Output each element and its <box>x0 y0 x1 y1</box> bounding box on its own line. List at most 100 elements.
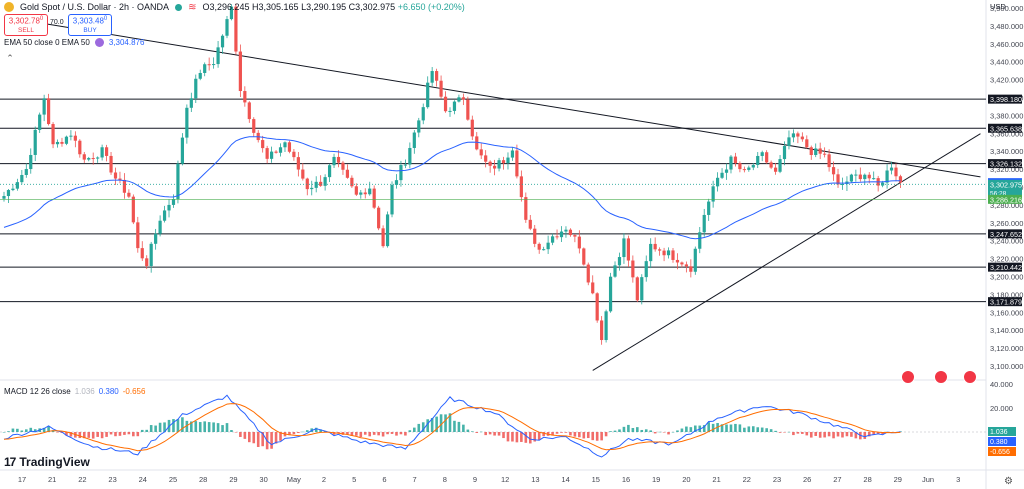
macd-histogram-bar <box>158 422 162 432</box>
macd-histogram-bar <box>707 422 710 432</box>
macd-legend[interactable]: MACD 12 26 close 1.036 0.380 -0.656 <box>4 387 145 396</box>
macd-histogram-bar <box>91 432 95 439</box>
macd-histogram-bar <box>194 421 198 432</box>
time-tick-label: 14 <box>561 475 569 484</box>
collapse-legend-button[interactable]: ⌃ <box>6 53 14 63</box>
macd-histogram-bar <box>413 427 416 432</box>
sell-label: SELL <box>18 26 34 34</box>
time-tick-label: 23 <box>108 475 116 484</box>
candle-body <box>216 47 220 65</box>
macd-histogram-bar <box>595 432 599 441</box>
macd-histogram-bar <box>845 432 849 437</box>
macd-histogram-bar <box>381 432 385 437</box>
macd-histogram-bar <box>404 432 407 436</box>
candle-body <box>466 99 470 120</box>
macd-histogram-bar <box>47 426 50 432</box>
macd-histogram-bar <box>16 428 19 432</box>
candle-body <box>622 238 626 258</box>
candle-body <box>707 201 711 215</box>
tradingview-logo[interactable]: 17 TradingView <box>4 455 90 469</box>
ema-legend[interactable]: EMA 50 close 0 EMA 50 3,304.876 <box>4 38 144 47</box>
price-tick-label: 3,500.000 <box>990 4 1023 13</box>
macd-histogram-bar <box>609 431 612 432</box>
macd-histogram-bar <box>841 432 844 438</box>
macd-histogram-bar <box>185 420 189 432</box>
macd-histogram-bar <box>769 429 773 432</box>
high-value: H3,305.165 <box>252 2 299 12</box>
macd-signal-badge: -0.656 <box>990 449 1010 456</box>
candle-body <box>421 107 425 121</box>
time-tick-label: 27 <box>833 475 841 484</box>
macd-histogram-bar <box>471 431 474 432</box>
macd-histogram-bar <box>747 426 751 432</box>
price-tick-label: 3,480.000 <box>990 22 1023 31</box>
low-value: L3,290.195 <box>301 2 347 12</box>
macd-histogram-bar <box>555 432 559 434</box>
macd-histogram-bar <box>292 432 296 435</box>
gear-icon[interactable]: ⚙ <box>1004 476 1013 487</box>
price-tick-label: 3,440.000 <box>990 58 1023 67</box>
macd-histogram-bar <box>230 430 233 432</box>
macd-histogram-bar <box>123 432 126 435</box>
us-flag-icon[interactable] <box>934 370 948 384</box>
candle-body <box>145 258 149 267</box>
buy-button[interactable]: 3,303.480 BUY <box>68 14 112 36</box>
candle-body <box>782 145 787 160</box>
macd-histogram-bar <box>457 421 461 432</box>
macd-histogram-bar <box>337 432 340 434</box>
macd-signal-value: -0.656 <box>122 387 146 396</box>
macd-histogram-bar <box>515 432 519 443</box>
macd-histogram-bar <box>25 429 28 432</box>
us-flag-icon[interactable] <box>901 370 915 384</box>
candle-body <box>377 207 381 229</box>
candle-body <box>747 167 751 170</box>
macd-histogram-bar <box>252 432 256 444</box>
candle-body <box>448 110 452 112</box>
candle-body <box>573 235 577 237</box>
candle-body <box>261 140 265 149</box>
macd-histogram-bar <box>426 419 429 432</box>
buy-price-sup: 0 <box>103 16 108 22</box>
time-tick-label: 29 <box>229 475 237 484</box>
macd-histogram-bar <box>297 432 300 434</box>
candle-body <box>600 320 604 341</box>
macd-histogram-bar <box>216 423 220 432</box>
macd-histogram-bar <box>248 432 251 443</box>
macd-histogram-bar <box>475 432 479 433</box>
macd-histogram-bar <box>444 414 447 432</box>
price-tick-label: 3,340.000 <box>990 147 1023 156</box>
us-flag-icon[interactable] <box>963 370 977 384</box>
candle-body <box>287 142 292 152</box>
candle-body <box>6 190 11 197</box>
candle-body <box>171 199 176 205</box>
candle-body <box>742 169 746 171</box>
macd-signal-line <box>3 403 901 452</box>
macd-histogram-bar <box>511 432 514 442</box>
logo-text: TradingView <box>19 455 90 469</box>
time-tick-label: 8 <box>443 475 447 484</box>
macd-histogram-bar <box>479 431 483 433</box>
price-line-label: 3,210.442 <box>990 263 1022 272</box>
candle-body <box>537 243 541 250</box>
symbol-legend[interactable]: Gold Spot / U.S. Dollar · 2h · OANDA ≋ O… <box>4 0 465 14</box>
macd-histogram-bar <box>560 432 563 433</box>
macd-histogram-bar <box>484 432 487 436</box>
price-tick-label: 3,120.000 <box>990 344 1023 353</box>
candle-body <box>305 178 309 190</box>
candle-body <box>212 64 216 66</box>
time-tick-label: 20 <box>682 475 690 484</box>
last-price-badge-bg <box>988 179 1022 196</box>
sell-button[interactable]: 3,302.780 SELL <box>4 14 48 36</box>
candle-body <box>167 204 171 211</box>
candle-body <box>653 243 657 250</box>
ema-indicator-icon <box>94 38 104 47</box>
macd-histogram-bar <box>279 432 282 441</box>
macd-histogram-bar <box>876 432 880 434</box>
candle-body <box>412 132 416 148</box>
macd-histogram-bar <box>288 432 291 436</box>
macd-histogram-bar <box>225 423 229 432</box>
macd-histogram-bar <box>390 432 394 434</box>
candle-body <box>60 141 64 144</box>
